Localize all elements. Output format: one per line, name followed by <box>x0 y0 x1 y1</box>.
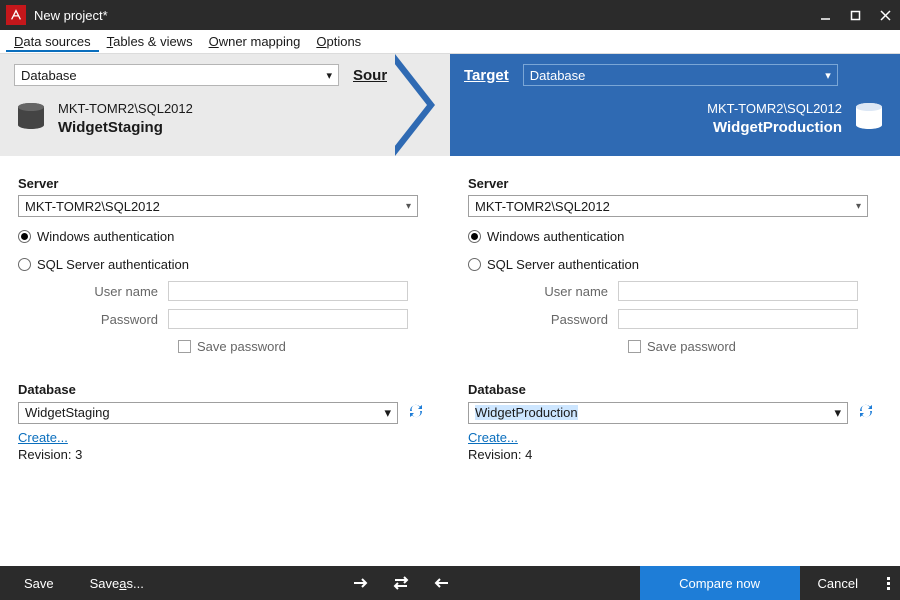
username-label: User name <box>18 284 168 299</box>
copy-right-button[interactable] <box>341 566 381 600</box>
source-database-value: WidgetStaging <box>25 405 110 420</box>
save-password-label: Save password <box>647 339 736 354</box>
swap-button[interactable] <box>381 566 421 600</box>
source-save-password-checkbox[interactable] <box>178 340 191 353</box>
database-icon <box>852 100 886 137</box>
server-section-label: Server <box>468 176 884 191</box>
tab-owner-mapping[interactable]: Owner mapping <box>201 31 309 52</box>
target-auth-windows-radio[interactable]: Windows authentication <box>468 227 884 245</box>
minimize-button[interactable] <box>810 0 840 30</box>
target-auth-sql-radio[interactable]: SQL Server authentication <box>468 255 884 273</box>
cancel-button[interactable]: Cancel <box>800 566 876 600</box>
target-label: Target <box>464 67 509 84</box>
target-panel: Server MKT-TOMR2\SQL2012 ▾ Windows authe… <box>450 156 900 566</box>
target-db-name: WidgetProduction <box>707 118 842 138</box>
compare-now-button[interactable]: Compare now <box>640 566 800 600</box>
source-auth-sql-radio[interactable]: SQL Server authentication <box>18 255 434 273</box>
source-type-dropdown[interactable]: Database ▾ <box>14 64 339 86</box>
target-server-name: MKT-TOMR2\SQL2012 <box>707 100 842 118</box>
tab-data-sources[interactable]: Data sources <box>6 31 99 52</box>
source-server-name: MKT-TOMR2\SQL2012 <box>58 100 193 118</box>
target-refresh-button[interactable] <box>856 401 876 424</box>
target-header: Target Database ▾ MKT-TOMR2\SQL2012 Widg… <box>450 54 900 156</box>
header-strip: Database ▾ Source MKT-TOMR2\SQL2012 Widg… <box>0 54 900 156</box>
target-username-input[interactable] <box>618 281 858 301</box>
source-type-value: Database <box>21 68 77 83</box>
source-refresh-button[interactable] <box>406 401 426 424</box>
source-db-name: WidgetStaging <box>58 118 193 138</box>
auth-windows-label: Windows authentication <box>487 229 624 244</box>
caret-down-icon: ▾ <box>825 69 831 82</box>
source-server-value: MKT-TOMR2\SQL2012 <box>25 199 160 214</box>
password-label: Password <box>468 312 618 327</box>
source-username-input[interactable] <box>168 281 408 301</box>
target-save-password-checkbox[interactable] <box>628 340 641 353</box>
caret-down-icon: ▾ <box>326 69 332 82</box>
caret-down-icon: ▾ <box>834 405 841 421</box>
caret-down-icon: ▾ <box>406 201 411 212</box>
menubar: Data sources Tables & views Owner mappin… <box>0 30 900 54</box>
source-header: Database ▾ Source MKT-TOMR2\SQL2012 Widg… <box>0 54 450 156</box>
source-auth-windows-radio[interactable]: Windows authentication <box>18 227 434 245</box>
username-label: User name <box>468 284 618 299</box>
target-password-input[interactable] <box>618 309 858 329</box>
auth-sql-label: SQL Server authentication <box>487 257 639 272</box>
auth-windows-label: Windows authentication <box>37 229 174 244</box>
target-type-dropdown[interactable]: Database ▾ <box>523 64 838 86</box>
save-as-button[interactable]: Save as... <box>72 566 162 600</box>
server-section-label: Server <box>18 176 434 191</box>
source-server-combo[interactable]: MKT-TOMR2\SQL2012 ▾ <box>18 195 418 217</box>
save-button[interactable]: Save <box>6 566 72 600</box>
radio-icon-checked <box>468 230 481 243</box>
target-database-value: WidgetProduction <box>475 405 578 420</box>
copy-left-button[interactable] <box>421 566 461 600</box>
bottom-bar: Save Save as... Compare now Cancel <box>0 566 900 600</box>
tab-options[interactable]: Options <box>308 31 369 52</box>
radio-icon-checked <box>18 230 31 243</box>
source-revision: Revision: 3 <box>18 447 434 462</box>
radio-icon <box>18 258 31 271</box>
tab-tables-views[interactable]: Tables & views <box>99 31 201 52</box>
database-section-label: Database <box>18 382 434 397</box>
source-database-combo[interactable]: WidgetStaging ▾ <box>18 402 398 424</box>
target-revision: Revision: 4 <box>468 447 884 462</box>
source-label: Source <box>353 67 404 84</box>
auth-sql-label: SQL Server authentication <box>37 257 189 272</box>
source-panel: Server MKT-TOMR2\SQL2012 ▾ Windows authe… <box>0 156 450 566</box>
titlebar: New project* <box>0 0 900 30</box>
maximize-button[interactable] <box>840 0 870 30</box>
source-create-link[interactable]: Create... <box>18 430 68 445</box>
source-password-input[interactable] <box>168 309 408 329</box>
save-password-label: Save password <box>197 339 286 354</box>
resize-grip-icon[interactable] <box>876 577 894 590</box>
database-section-label: Database <box>468 382 884 397</box>
password-label: Password <box>18 312 168 327</box>
radio-icon <box>468 258 481 271</box>
database-icon <box>14 100 48 137</box>
window-title: New project* <box>34 8 810 23</box>
target-server-combo[interactable]: MKT-TOMR2\SQL2012 ▾ <box>468 195 868 217</box>
app-icon <box>6 5 26 25</box>
target-type-value: Database <box>530 68 586 83</box>
body: Server MKT-TOMR2\SQL2012 ▾ Windows authe… <box>0 156 900 566</box>
caret-down-icon: ▾ <box>384 405 391 421</box>
target-server-value: MKT-TOMR2\SQL2012 <box>475 199 610 214</box>
close-button[interactable] <box>870 0 900 30</box>
target-create-link[interactable]: Create... <box>468 430 518 445</box>
target-database-combo[interactable]: WidgetProduction ▾ <box>468 402 848 424</box>
caret-down-icon: ▾ <box>856 201 861 212</box>
